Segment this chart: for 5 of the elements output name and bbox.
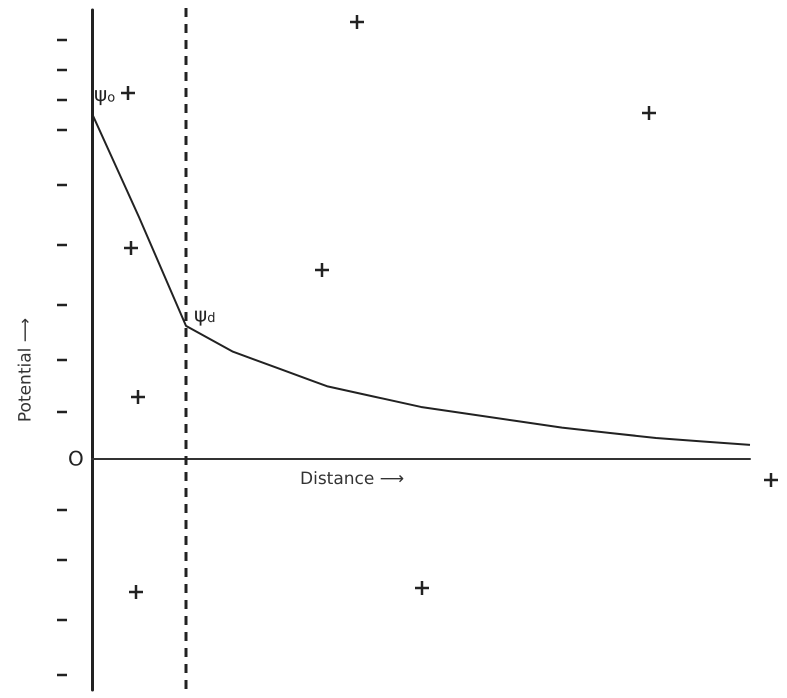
annotation: ψd bbox=[194, 302, 216, 326]
x-axis-title: Distance ⟶ bbox=[300, 469, 404, 490]
text: O bbox=[68, 446, 84, 471]
text: ψo bbox=[94, 82, 116, 106]
y-axis-title: Potential ⟶ bbox=[16, 318, 36, 422]
